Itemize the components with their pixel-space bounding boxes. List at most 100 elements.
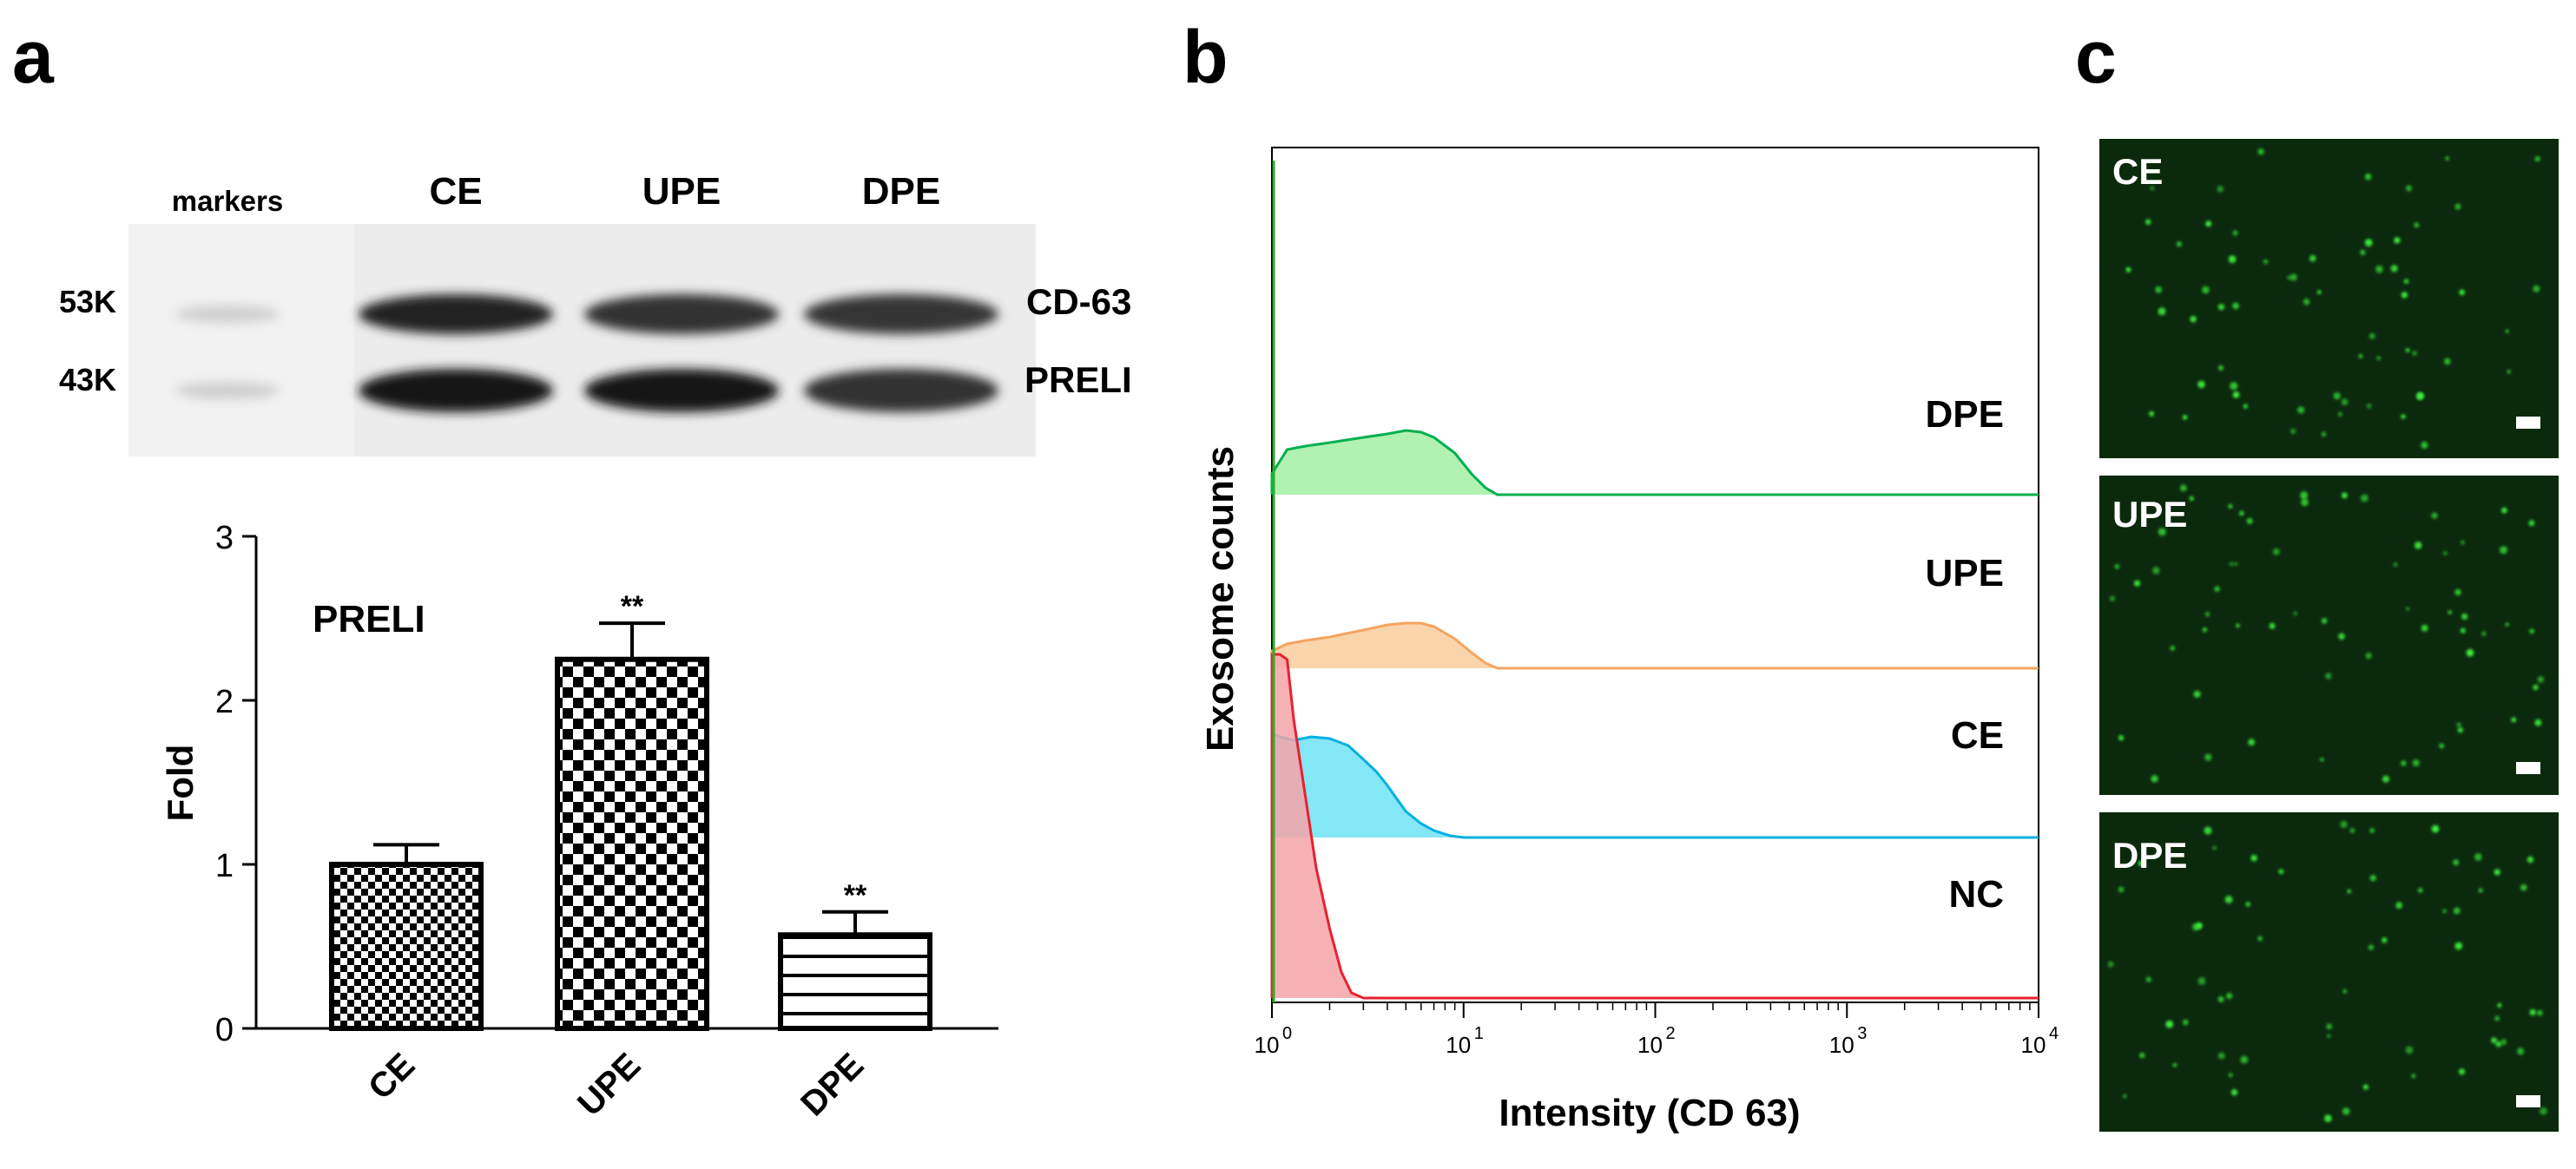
lane-header-upe: UPE	[642, 170, 721, 213]
band-cd-63-upe	[584, 294, 779, 334]
fluorescent-spot	[2494, 1015, 2500, 1021]
fluorescent-spot	[2269, 622, 2276, 629]
fluorescent-spot	[2204, 753, 2212, 761]
fluorescent-spot	[2224, 896, 2233, 903]
fluorescent-spot	[2520, 883, 2527, 891]
fluorescent-spot	[2395, 902, 2403, 910]
fluorescent-spot	[2236, 623, 2240, 628]
fluorescent-spot	[2445, 156, 2449, 161]
hist-x-tick-exponent: 0	[1282, 1024, 1292, 1043]
micrograph-upe: UPE	[2099, 476, 2559, 795]
fluorescent-spot	[2337, 411, 2342, 417]
fluorescent-spot	[2217, 304, 2225, 311]
fluorescent-spot	[2448, 610, 2452, 614]
hist-x-tick-label: 10	[1829, 1032, 1855, 1058]
fluorescent-spot	[2340, 820, 2348, 829]
fluorescent-spot	[2193, 690, 2201, 699]
fluorescent-spot	[2364, 239, 2373, 246]
fluorescent-spot	[2497, 1002, 2502, 1008]
fluorescent-spot	[2217, 186, 2224, 193]
histogram-frame	[1271, 147, 2039, 1003]
fluorescent-spot	[2416, 392, 2424, 400]
fluorescent-spot	[2501, 507, 2507, 514]
fluorescent-spot	[2232, 391, 2240, 398]
fluorescent-spot	[2139, 1052, 2145, 1059]
fluorescent-spot	[2107, 961, 2114, 968]
fluorescent-spot	[2456, 722, 2461, 727]
fluorescent-spot	[2421, 624, 2428, 632]
fluorescent-spot	[2155, 286, 2163, 293]
fluorescent-spot	[2341, 492, 2348, 499]
fluorescent-spot	[2349, 828, 2355, 833]
fluorescent-spot	[2230, 1088, 2238, 1096]
series-area-nc	[1272, 654, 1364, 998]
histogram-ticks: 10 0 10 1 10 2 10 3 10 4	[1255, 1002, 2059, 1058]
fluorescent-spot	[2495, 1041, 2502, 1048]
hist-x-tick-exponent: 4	[2049, 1024, 2059, 1043]
marker-band-0	[175, 305, 280, 323]
fluorescent-spot	[2393, 562, 2398, 567]
series-line-nc	[1270, 653, 2039, 1000]
fluorescent-spot	[2287, 276, 2291, 279]
fluorescent-spot	[2324, 1114, 2332, 1122]
western-blot: markers CE UPE DPE 53K 43K CD-63 PRELI	[59, 170, 1132, 456]
fluorescent-spot	[2243, 404, 2248, 409]
fluorescent-spot	[2217, 1052, 2225, 1060]
fluorescent-spot	[2204, 826, 2212, 835]
fluorescent-spot	[2342, 989, 2348, 994]
micrograph-ce-label: CE	[2112, 151, 2163, 192]
bar-x-label-upe: UPE	[570, 1046, 648, 1123]
fluorescent-spot	[2149, 410, 2155, 417]
fluorescent-spot	[2500, 546, 2507, 555]
fluorescent-spot	[2358, 354, 2363, 358]
hist-x-tick-label: 10	[2021, 1032, 2046, 1058]
fluorescent-spot	[2431, 512, 2438, 519]
fluorescent-spot	[2232, 302, 2240, 310]
fluorescent-spot	[2511, 717, 2517, 723]
fluorescent-spot	[2375, 265, 2383, 273]
series-line-upe	[1270, 621, 2039, 670]
bar-x-label-ce: CE	[361, 1046, 422, 1107]
fluorescent-spot	[2217, 995, 2224, 1002]
fluorescent-spot	[2322, 431, 2326, 437]
fluorescent-spot	[2326, 1023, 2333, 1030]
fluorescent-spot	[2491, 1037, 2498, 1044]
fluorescent-spot	[2444, 358, 2451, 365]
micrograph-dpe-spots	[2107, 820, 2547, 1122]
fluorescent-spot	[2347, 889, 2351, 894]
fluorescent-spot	[2474, 853, 2482, 861]
mw-label-53k: 53K	[59, 284, 116, 319]
fluorescent-spot	[2376, 356, 2381, 360]
hist-x-tick-exponent: 2	[1666, 1024, 1676, 1043]
fluorescent-spot	[2500, 1039, 2507, 1046]
fluorescent-spot	[2431, 824, 2440, 833]
panel-label-b: b	[1183, 16, 1229, 99]
fluorescent-spot	[2257, 148, 2264, 155]
fluorescent-spot	[2293, 611, 2297, 616]
fluorescent-spot	[2230, 382, 2238, 391]
fluorescent-spot	[2369, 828, 2375, 833]
fluorescent-spot	[2421, 441, 2428, 449]
fluorescent-spot	[2118, 735, 2125, 741]
fluorescent-spot	[2537, 1009, 2543, 1016]
fluorescent-spot	[2366, 404, 2372, 409]
fluorescent-spot	[2273, 548, 2280, 555]
fluorescent-spot	[2418, 888, 2423, 893]
fluorescent-spot	[2234, 562, 2238, 566]
fluorescent-spot	[2290, 428, 2296, 434]
series-area-dpe	[1272, 430, 1498, 495]
fluorescent-spot	[2507, 370, 2511, 374]
fluorescent-spot	[2248, 739, 2256, 746]
fluorescent-spot	[2458, 1068, 2466, 1075]
fluorescent-spot	[2150, 186, 2155, 191]
fluorescent-spot	[2466, 648, 2474, 657]
fluorescent-spot	[2365, 652, 2372, 660]
fluorescent-spot	[2414, 222, 2420, 228]
fluorescent-spot	[2228, 504, 2233, 509]
series-label-upe: UPE	[1926, 552, 2004, 594]
fluorescent-spot	[2176, 241, 2182, 247]
fluorescent-spot	[2540, 1107, 2547, 1115]
band-preli-dpe	[804, 369, 998, 412]
